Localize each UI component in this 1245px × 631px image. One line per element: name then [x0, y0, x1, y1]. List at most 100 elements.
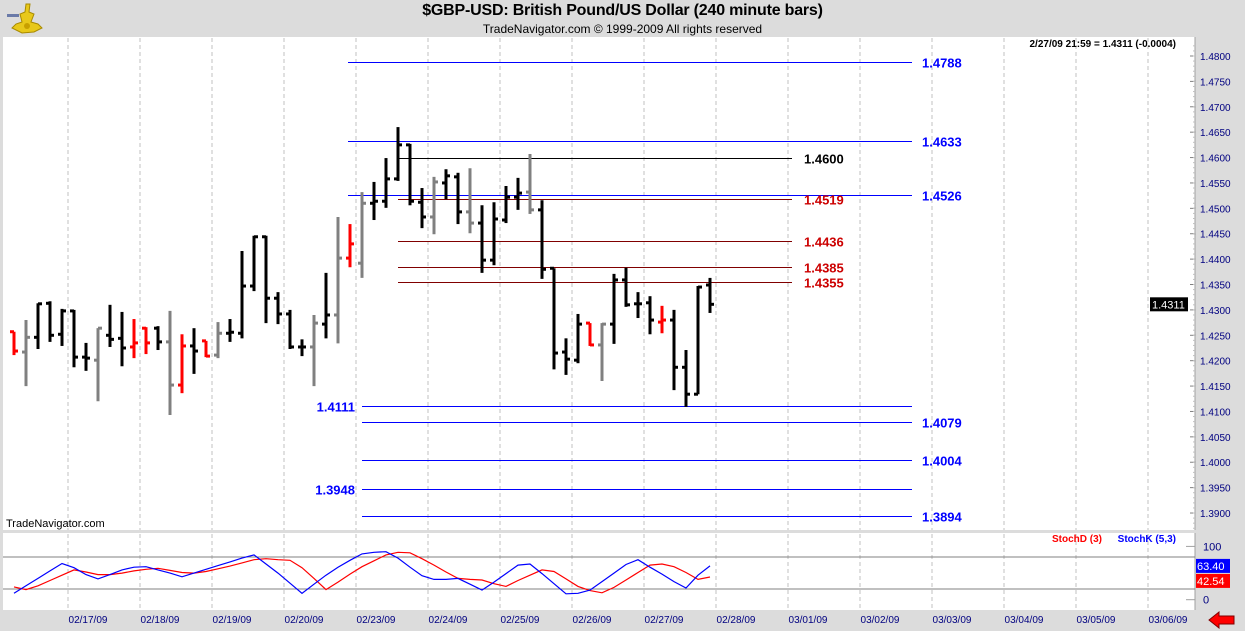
ohlc-bar[interactable]	[22, 320, 30, 387]
ohlc-bar[interactable]	[682, 350, 690, 407]
ohlc-bar[interactable]	[514, 177, 522, 210]
x-tick-label: 02/19/09	[213, 615, 252, 626]
last-price-label: 1.4311	[1152, 299, 1185, 311]
y-tick-label: 1.4450	[1200, 230, 1231, 241]
chart-subtitle: TradeNavigator.com © 1999-2009 All right…	[482, 22, 763, 36]
y-tick-label: 1.4550	[1200, 179, 1231, 190]
ohlc-bar[interactable]	[262, 235, 270, 324]
ohlc-bar[interactable]	[466, 168, 474, 234]
ohlc-bar[interactable]	[94, 326, 102, 402]
price-level-label: 1.4436	[804, 235, 844, 250]
x-tick-label: 02/28/09	[717, 615, 756, 626]
price-level-label: 1.4004	[922, 454, 963, 469]
ohlc-bar[interactable]	[34, 302, 42, 350]
y-tick-label: 1.4300	[1200, 306, 1231, 317]
y-tick-label: 1.4650	[1200, 128, 1231, 139]
ohlc-bar[interactable]	[58, 308, 66, 346]
ohlc-bar[interactable]	[538, 200, 546, 279]
ohlc-bar[interactable]	[670, 309, 678, 391]
x-tick-label: 03/06/09	[1149, 615, 1188, 626]
ohlc-bar[interactable]	[658, 305, 666, 334]
ohlc-bar[interactable]	[478, 205, 486, 273]
price-panel[interactable]	[3, 37, 1195, 530]
y-tick-label: 1.4800	[1200, 52, 1231, 63]
ohlc-bar[interactable]	[562, 338, 570, 375]
ohlc-bar[interactable]	[706, 277, 714, 313]
x-tick-label: 02/27/09	[645, 615, 684, 626]
ohlc-bar[interactable]	[694, 285, 702, 396]
ohlc-bar[interactable]	[322, 272, 330, 339]
ohlc-bar[interactable]	[190, 328, 198, 374]
ohlc-bar[interactable]	[526, 154, 534, 214]
ohlc-bar[interactable]	[418, 188, 426, 229]
ohlc-bar[interactable]	[598, 322, 606, 381]
x-tick-label: 02/25/09	[501, 615, 540, 626]
last-price-badge	[1150, 297, 1188, 312]
stoch-y-tick-label: 100	[1203, 541, 1221, 553]
ohlc-bar[interactable]	[394, 127, 402, 181]
stochastic-panel[interactable]	[3, 533, 1195, 610]
ohlc-bar[interactable]	[142, 326, 150, 355]
scroll-left-arrow-icon[interactable]	[1208, 610, 1235, 630]
ohlc-bar[interactable]	[238, 250, 246, 339]
ohlc-bar[interactable]	[214, 322, 222, 359]
ohlc-bar[interactable]	[70, 309, 78, 368]
ohlc-bar[interactable]	[430, 176, 438, 235]
ohlc-bar[interactable]	[202, 339, 210, 358]
sextant-logo-icon	[4, 2, 50, 41]
ohlc-bar[interactable]	[406, 143, 414, 206]
ohlc-bar[interactable]	[454, 172, 462, 225]
legend-stochk: StochK (5,3)	[1118, 534, 1176, 545]
x-tick-label: 02/24/09	[429, 615, 468, 626]
x-tick-label: 02/20/09	[285, 615, 324, 626]
stoch-value-label: 63.40	[1197, 561, 1225, 573]
ohlc-bar[interactable]	[310, 314, 318, 387]
price-level-label: 1.3948	[315, 483, 355, 498]
ohlc-bar[interactable]	[10, 330, 18, 356]
ohlc-bar[interactable]	[574, 313, 582, 364]
y-tick-label: 1.3900	[1200, 509, 1231, 520]
price-level-label: 1.3894	[922, 510, 963, 525]
price-level-label: 1.4788	[922, 56, 962, 71]
ohlc-bar[interactable]	[334, 216, 342, 344]
ohlc-bar[interactable]	[502, 185, 510, 224]
price-level-label: 1.4519	[804, 193, 844, 208]
y-tick-label: 1.4100	[1200, 407, 1231, 418]
ohlc-bar[interactable]	[118, 311, 126, 367]
y-tick-label: 1.4350	[1200, 281, 1231, 292]
ohlc-bar[interactable]	[442, 169, 450, 200]
ohlc-bar[interactable]	[82, 342, 90, 371]
ohlc-bar[interactable]	[490, 202, 498, 266]
ohlc-bar[interactable]	[586, 321, 594, 347]
ohlc-bar[interactable]	[250, 235, 258, 292]
price-level-label: 1.4600	[804, 152, 844, 167]
ohlc-bar[interactable]	[130, 319, 138, 359]
y-tick-label: 1.4250	[1200, 331, 1231, 342]
x-tick-label: 02/26/09	[573, 615, 612, 626]
ohlc-bar[interactable]	[106, 304, 114, 347]
stoch-line-d	[13, 551, 711, 594]
ohlc-bar[interactable]	[382, 158, 390, 208]
ohlc-bar[interactable]	[154, 326, 162, 351]
ohlc-bar[interactable]	[358, 192, 366, 278]
x-tick-label: 03/05/09	[1077, 615, 1116, 626]
ohlc-bar[interactable]	[550, 266, 558, 370]
ohlc-bar[interactable]	[370, 181, 378, 221]
ohlc-bar[interactable]	[610, 273, 618, 344]
ohlc-bar[interactable]	[646, 296, 654, 335]
y-tick-label: 1.4700	[1200, 103, 1231, 114]
ohlc-bar[interactable]	[166, 310, 174, 416]
x-tick-label: 03/02/09	[861, 615, 900, 626]
price-level-label: 1.4079	[922, 416, 962, 431]
ohlc-bar[interactable]	[622, 267, 630, 307]
ohlc-bar[interactable]	[46, 301, 54, 342]
ohlc-bar[interactable]	[226, 319, 234, 342]
ohlc-bar[interactable]	[298, 339, 306, 357]
ohlc-bar[interactable]	[346, 224, 354, 268]
y-tick-label: 1.4150	[1200, 382, 1231, 393]
ohlc-bar[interactable]	[178, 334, 186, 394]
ohlc-bar[interactable]	[634, 292, 642, 319]
ohlc-bar[interactable]	[274, 292, 282, 325]
ohlc-bar[interactable]	[286, 309, 294, 350]
y-tick-label: 1.3950	[1200, 484, 1231, 495]
